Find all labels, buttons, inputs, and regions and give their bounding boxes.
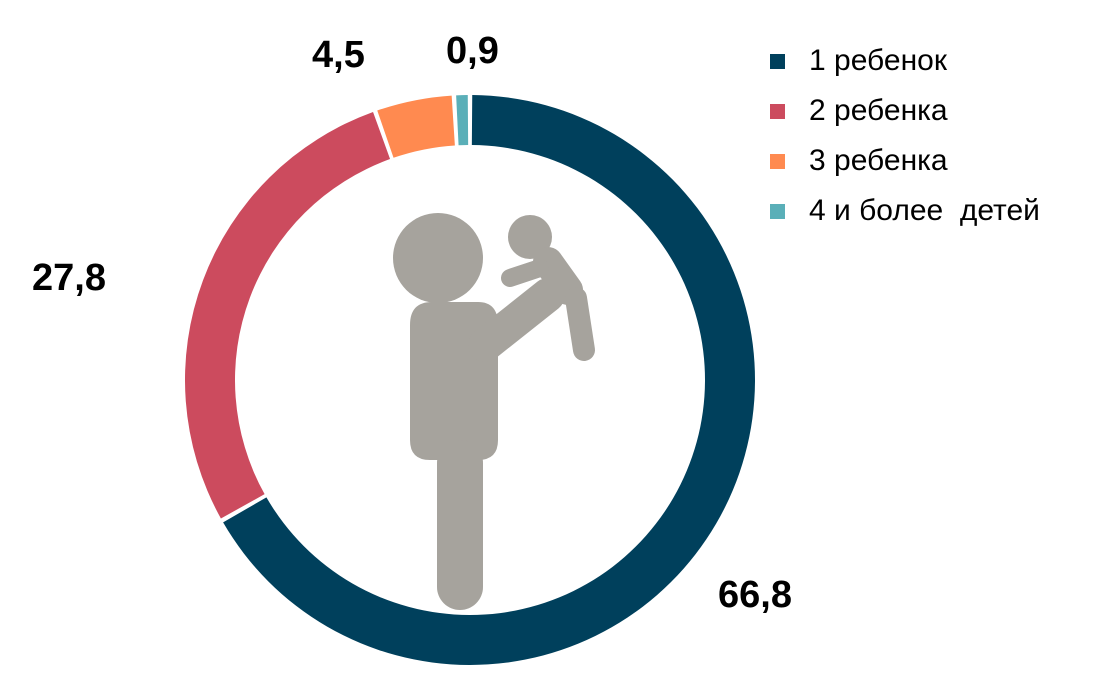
slice-4plus-children [456, 95, 469, 146]
legend: 1 ребенок 2 ребенка 3 ребенка 4 и более … [770, 36, 1040, 236]
data-label-1-child: 66,8 [718, 574, 792, 616]
data-label-2-children: 27,8 [32, 257, 106, 299]
slice-3-children [377, 95, 455, 158]
legend-swatch [770, 153, 785, 169]
parent-holding-child-icon [393, 213, 595, 610]
data-label-4plus-children: 0,9 [446, 30, 499, 72]
legend-item-1-child: 1 ребенок [770, 36, 1040, 86]
donut-slices [185, 95, 756, 665]
legend-label: 3 ребенка [809, 144, 948, 177]
legend-label: 1 ребенок [809, 44, 947, 77]
data-label-3-children: 4,5 [312, 34, 365, 76]
legend-item-2-children: 2 ребенка [770, 86, 1040, 136]
legend-swatch [770, 103, 785, 119]
legend-swatch [770, 53, 785, 69]
legend-item-3-children: 3 ребенка [770, 136, 1040, 186]
legend-swatch [770, 203, 785, 219]
legend-label: 4 и более детей [809, 194, 1040, 227]
legend-label: 2 ребенка [809, 94, 948, 127]
legend-item-4plus-children: 4 и более детей [770, 186, 1040, 236]
slice-2-children [185, 112, 391, 519]
